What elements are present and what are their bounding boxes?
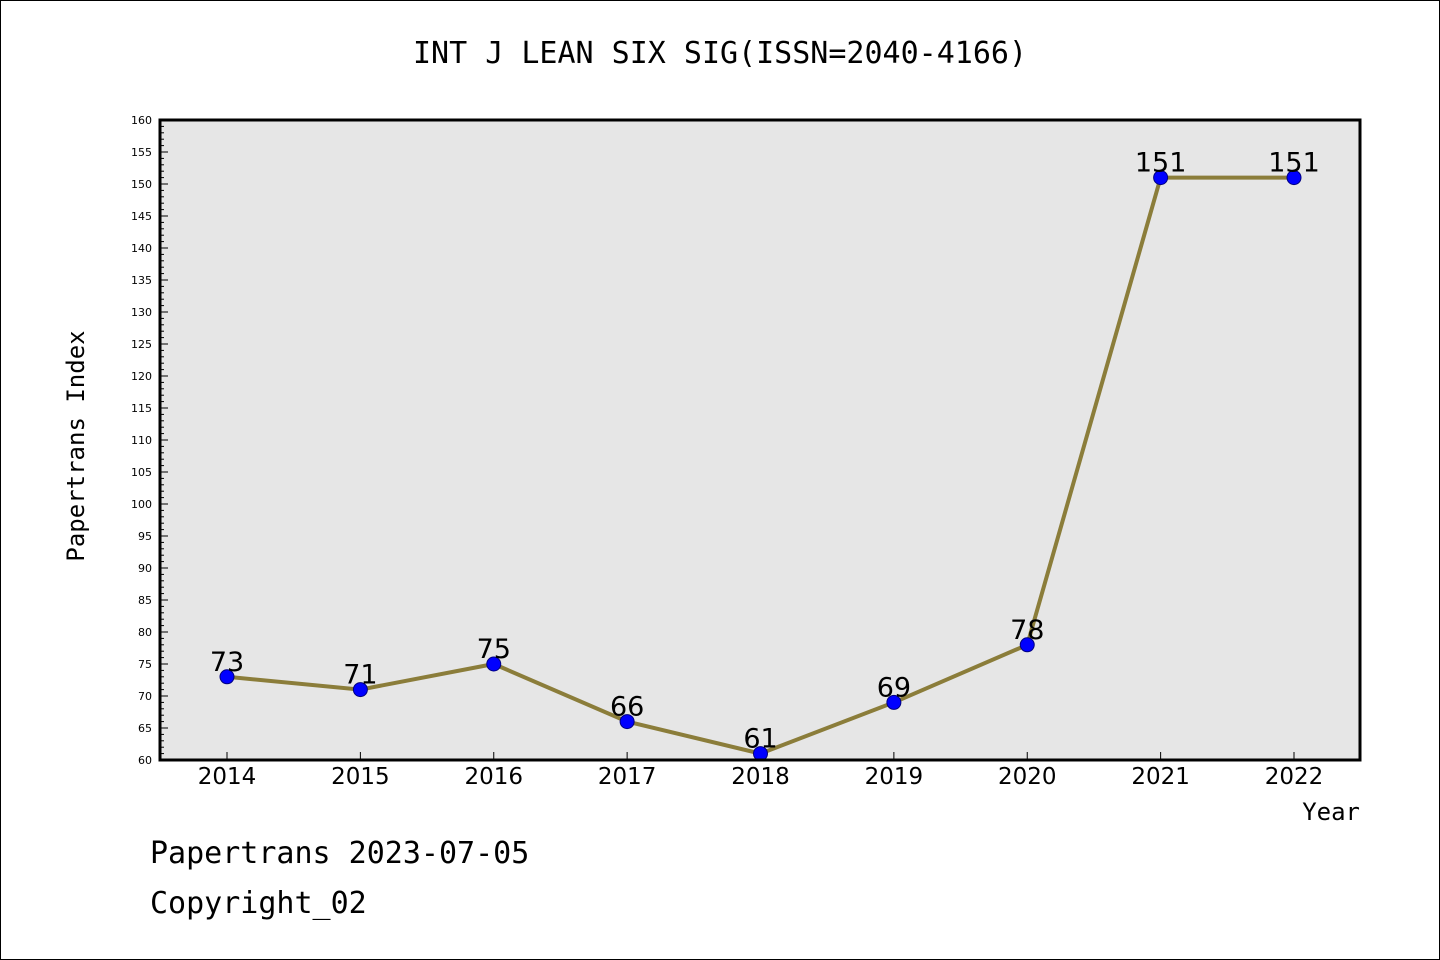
data-point bbox=[219, 669, 235, 685]
y-tick-label: 155 bbox=[131, 146, 152, 159]
data-label: 61 bbox=[743, 724, 777, 755]
data-point bbox=[352, 682, 368, 698]
x-tick-label: 2014 bbox=[198, 764, 257, 790]
x-axis-title: Year bbox=[1302, 798, 1360, 826]
x-tick-label: 2021 bbox=[1131, 764, 1190, 790]
data-label: 73 bbox=[210, 647, 244, 678]
chart-title: INT J LEAN SIX SIG(ISSN=2040-4166) bbox=[412, 36, 1028, 71]
y-tick-label: 135 bbox=[131, 274, 152, 287]
y-tick-label: 105 bbox=[131, 466, 152, 479]
x-tick-label: 2018 bbox=[731, 764, 790, 790]
plot-border bbox=[158, 118, 1362, 762]
x-tick-label: 2019 bbox=[865, 764, 924, 790]
y-tick-label: 140 bbox=[131, 242, 152, 255]
data-label: 71 bbox=[343, 660, 377, 691]
x-tick-label: 2022 bbox=[1265, 764, 1324, 790]
data-point bbox=[1153, 170, 1169, 186]
data-labels: 73 71 75 66 61 69 78 151 151 bbox=[210, 148, 1320, 755]
x-tick-label: 2015 bbox=[331, 764, 390, 790]
y-tick-label: 95 bbox=[138, 530, 152, 543]
footer-copyright: Copyright_02 bbox=[150, 886, 367, 921]
y-tick-label: 60 bbox=[138, 754, 152, 767]
y-axis-title: Papertrans Index bbox=[62, 330, 90, 561]
data-label: 75 bbox=[477, 634, 511, 665]
data-point bbox=[1286, 170, 1302, 186]
series-points bbox=[219, 170, 1302, 762]
plot-area bbox=[160, 120, 1360, 760]
data-label: 151 bbox=[1135, 148, 1187, 179]
x-axis-ticks: 2014 2015 2016 2017 2018 2019 2020 2021 2022 bbox=[198, 752, 1324, 790]
x-tick-label: 2020 bbox=[998, 764, 1057, 790]
y-tick-label: 115 bbox=[131, 402, 152, 415]
y-tick-label: 65 bbox=[138, 722, 152, 735]
data-label: 69 bbox=[877, 672, 911, 703]
y-tick-label: 145 bbox=[131, 210, 152, 223]
y-tick-label: 110 bbox=[131, 434, 152, 447]
y-tick-label: 80 bbox=[138, 626, 152, 639]
data-point bbox=[486, 656, 502, 672]
data-point bbox=[886, 694, 902, 710]
data-label: 78 bbox=[1010, 615, 1044, 646]
y-tick-label: 100 bbox=[131, 498, 152, 511]
y-tick-label: 160 bbox=[131, 114, 152, 127]
y-tick-label: 90 bbox=[138, 562, 152, 575]
y-tick-label: 85 bbox=[138, 594, 152, 607]
y-tick-label: 130 bbox=[131, 306, 152, 319]
x-tick-label: 2017 bbox=[598, 764, 657, 790]
y-tick-label: 125 bbox=[131, 338, 152, 351]
data-point bbox=[619, 714, 635, 730]
data-point bbox=[1019, 637, 1035, 653]
data-label: 151 bbox=[1268, 148, 1320, 179]
y-tick-label: 120 bbox=[131, 370, 152, 383]
y-tick-label: 70 bbox=[138, 690, 152, 703]
footer-date: Papertrans 2023-07-05 bbox=[150, 836, 530, 871]
x-tick-label: 2016 bbox=[464, 764, 523, 790]
data-label: 66 bbox=[610, 692, 644, 723]
y-tick-label: 150 bbox=[131, 178, 152, 191]
y-tick-label: 75 bbox=[138, 658, 152, 671]
